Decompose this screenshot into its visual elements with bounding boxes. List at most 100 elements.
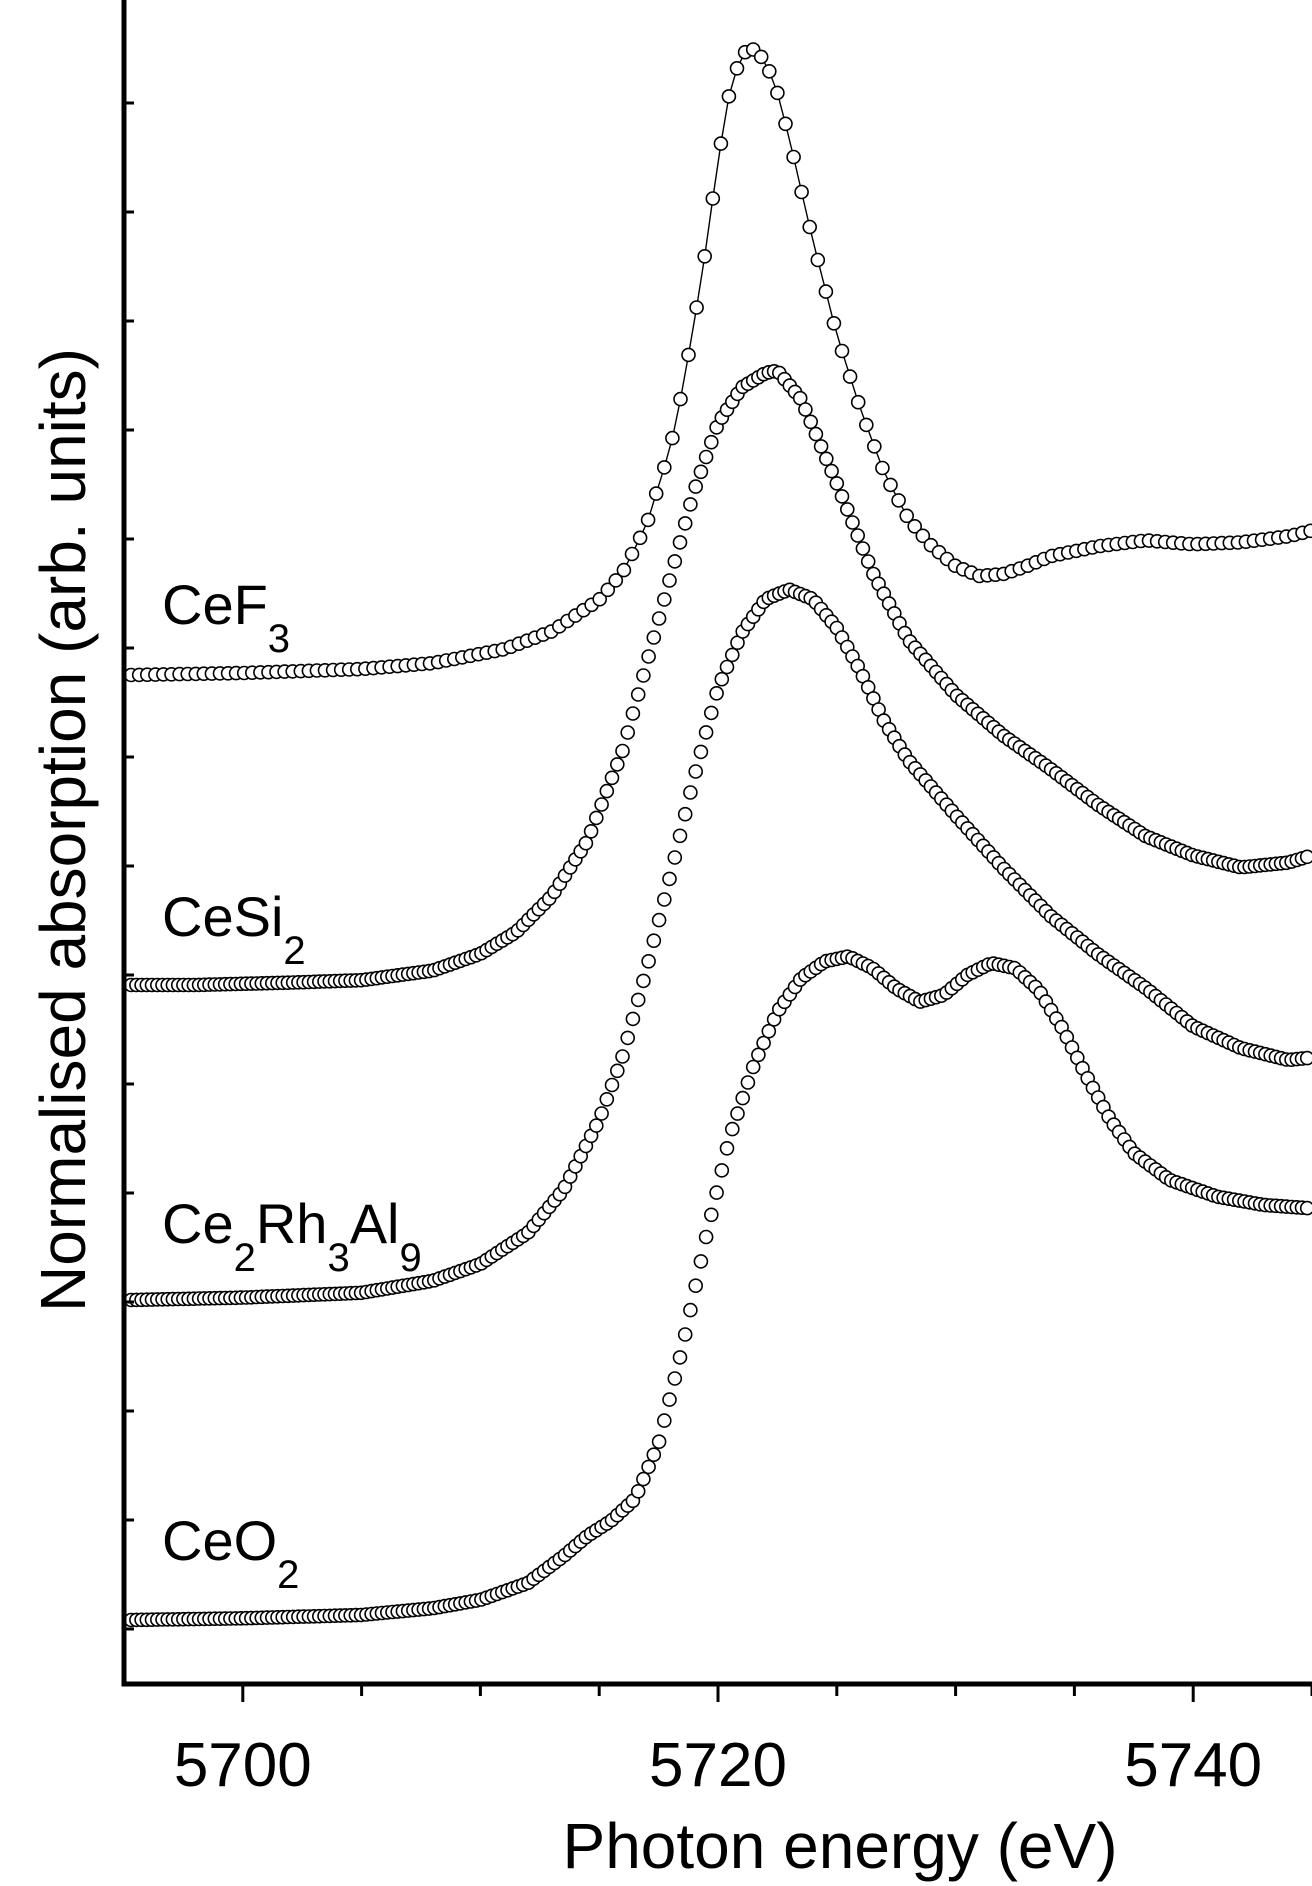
data-point: [648, 486, 664, 501]
data-point: [875, 460, 890, 476]
data-point: [703, 705, 719, 721]
data-point: [609, 1063, 625, 1079]
data-point: [615, 743, 630, 759]
data-point: [641, 1459, 656, 1475]
data-point: [672, 828, 688, 844]
data-point: [698, 1229, 714, 1245]
data-point: [855, 541, 871, 556]
series-label-2: CeSi2​: [162, 885, 306, 973]
data-point: [656, 892, 672, 907]
data-point: [713, 136, 729, 151]
data-point: [842, 369, 858, 384]
data-point: [640, 512, 656, 528]
data-point: [662, 1392, 677, 1407]
data-point: [824, 463, 839, 479]
x-tick-label: 5720: [649, 1731, 787, 1800]
data-point: [683, 785, 698, 800]
series-label-1: CeF3​: [162, 573, 290, 661]
data-point: [1299, 849, 1312, 865]
data-point: [813, 439, 829, 454]
data-point: [656, 592, 672, 607]
data-point: [600, 582, 616, 598]
data-point: [907, 518, 923, 534]
data-point: [729, 61, 745, 76]
data-point: [630, 1484, 646, 1499]
axis-frame: [121, 0, 1312, 1687]
data-point: [860, 554, 876, 569]
data-point: [866, 439, 882, 454]
data-point: [632, 530, 648, 546]
data-point: [588, 810, 604, 826]
data-point: [625, 1011, 641, 1027]
data-point: [697, 248, 713, 264]
data-point: [778, 116, 793, 132]
series-4: [123, 949, 1312, 1628]
data-point: [620, 1030, 636, 1046]
data-point: [883, 477, 898, 493]
data-point: [592, 591, 608, 607]
data-point: [719, 1141, 735, 1156]
data-point: [630, 992, 646, 1008]
x-tick-label: 5700: [174, 1731, 312, 1800]
data-point: [665, 430, 680, 446]
series-label-4: CeO2​: [162, 1509, 299, 1597]
data-point: [709, 1185, 724, 1200]
data-point: [583, 823, 599, 839]
data-point: [756, 1035, 771, 1051]
data-point: [588, 1118, 604, 1133]
data-point: [641, 953, 656, 969]
series-1: [123, 42, 1312, 683]
data-point: [651, 611, 667, 626]
data-point: [751, 1047, 766, 1063]
data-point: [636, 668, 651, 683]
data-point: [646, 630, 662, 645]
data-point: [745, 1059, 761, 1075]
data-point: [689, 300, 704, 315]
data-point: [834, 489, 850, 504]
data-point: [604, 770, 620, 786]
data-point: [599, 783, 615, 799]
data-point: [829, 476, 845, 491]
data-point: [604, 1077, 620, 1093]
data-point: [667, 1371, 683, 1386]
data-point: [1303, 523, 1312, 539]
data-point: [810, 252, 826, 268]
data-point: [677, 516, 693, 531]
data-point: [770, 85, 785, 101]
data-point: [899, 508, 915, 524]
data-point: [662, 871, 677, 887]
data-point: [672, 1350, 688, 1365]
data-point: [636, 1471, 651, 1487]
data-point: [803, 414, 819, 430]
data-point: [667, 554, 683, 569]
data-point: [1299, 1050, 1312, 1066]
data-point: [724, 1121, 740, 1137]
y-axis-title: Normalised absorption (arb. units): [27, 348, 99, 1312]
data-point: [915, 528, 931, 544]
data-point: [656, 460, 672, 475]
data-point: [599, 1092, 615, 1107]
y-axis-ticks: [124, 101, 134, 1631]
data-point: [662, 573, 677, 588]
data-point: [646, 933, 662, 949]
data-point: [667, 850, 683, 865]
data-point: [845, 515, 860, 530]
data-point: [818, 284, 834, 299]
data-point: [808, 426, 824, 442]
data-point: [802, 219, 818, 235]
data-point: [798, 402, 813, 417]
data-point: [683, 497, 698, 512]
data-point: [646, 1447, 662, 1462]
data-point: [688, 764, 704, 779]
data-point: [705, 191, 721, 206]
data-point: [641, 649, 656, 664]
data-point: [693, 464, 709, 480]
x-axis-ticks: 5700 5720 5740: [174, 1684, 1312, 1800]
data-point: [677, 806, 693, 822]
data-point: [673, 391, 688, 407]
data-point: [721, 89, 737, 104]
data-point: [656, 1413, 672, 1428]
data-point: [693, 744, 709, 760]
data-point: [714, 671, 730, 687]
